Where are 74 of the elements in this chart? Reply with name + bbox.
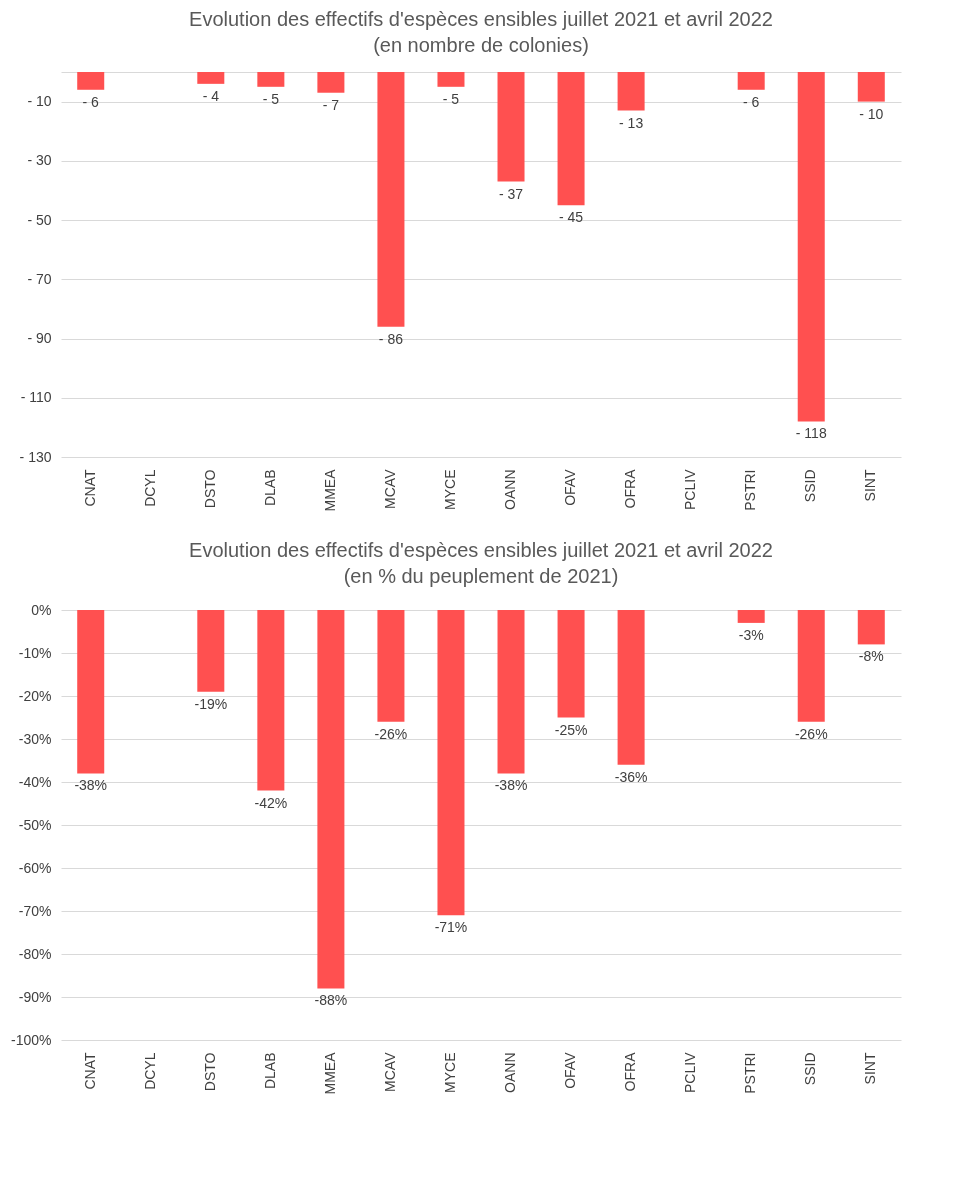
data-label: - 5 (442, 90, 460, 107)
x-tick-label: PCLIV (682, 468, 699, 510)
x-tick-label: MCAV (381, 1051, 398, 1092)
data-label: - 4 (202, 87, 220, 104)
x-tick-label: DLAB (261, 469, 278, 507)
x-tick-label: SINT (862, 469, 879, 502)
data-label: - 7 (322, 96, 340, 113)
x-tick-label: DCYL (141, 469, 158, 507)
x-tick-label: MMEA (321, 1051, 338, 1095)
data-label: -26% (374, 725, 408, 742)
chart-title: Evolution des effectifs d'espèces ensibles juillet 2021 et avril 2022 (189, 539, 773, 561)
data-label: -8% (858, 648, 884, 665)
x-tick-label: DLAB (261, 1052, 278, 1090)
data-label: -42% (254, 794, 288, 811)
y-tick-label: - 130 (19, 448, 52, 465)
chart-title: Evolution des effectifs d'espèces ensibles juillet 2021 et avril 2022 (189, 8, 773, 30)
data-label: - 86 (378, 330, 404, 347)
x-tick-label: OFRA (622, 1051, 639, 1092)
data-label: -19% (194, 695, 228, 712)
x-tick-label: SSID (802, 1052, 819, 1086)
y-tick-label: 0% (31, 601, 52, 618)
chart-subtitle: (en % du peuplement de 2021) (343, 565, 619, 587)
data-label: -3% (738, 626, 764, 643)
x-tick-label: OFRA (622, 468, 639, 509)
data-label: -25% (554, 721, 588, 738)
data-label: -71% (434, 919, 468, 936)
x-tick-label: OFAV (562, 468, 579, 506)
y-tick-label: -80% (18, 945, 52, 962)
data-label: -38% (74, 777, 108, 794)
x-tick-label: SINT (862, 1052, 879, 1085)
data-label: - 6 (82, 93, 100, 110)
data-label: - 10 (859, 105, 884, 122)
y-tick-label: -10% (18, 644, 52, 661)
x-tick-label: OFAV (562, 1051, 579, 1089)
data-label: - 118 (795, 425, 827, 442)
x-tick-label: CNAT (81, 469, 98, 507)
data-label: - 13 (619, 114, 644, 131)
x-tick-label: DSTO (201, 469, 218, 509)
y-tick-label: -50% (18, 816, 52, 833)
x-tick-label: PCLIV (682, 1051, 699, 1093)
data-label: -36% (614, 768, 648, 785)
x-tick-label: MYCE (441, 1052, 458, 1093)
x-tick-label: MMEA (321, 468, 338, 512)
x-tick-label: DCYL (141, 1052, 158, 1090)
y-tick-label: - 30 (27, 152, 52, 169)
y-tick-label: -70% (18, 902, 52, 919)
data-label: - 5 (262, 90, 280, 107)
data-label: -26% (794, 725, 828, 742)
y-tick-label: - 110 (20, 389, 52, 406)
x-tick-label: DSTO (201, 1052, 218, 1092)
x-tick-label: PSTRI (742, 1052, 759, 1094)
y-tick-label: -100% (11, 1031, 52, 1048)
x-tick-label: OANN (502, 1052, 519, 1093)
data-label: -38% (494, 777, 528, 794)
data-label: - 6 (743, 93, 760, 110)
y-tick-label: -60% (18, 859, 52, 876)
x-tick-label: PSTRI (742, 469, 759, 511)
y-tick-label: -40% (18, 773, 52, 790)
y-tick-label: - 90 (27, 330, 52, 347)
x-tick-label: OANN (502, 469, 519, 510)
y-tick-label: - 10 (27, 93, 52, 110)
chart-subtitle: (en nombre de colonies) (373, 34, 589, 56)
x-tick-label: CNAT (81, 1052, 98, 1090)
y-tick-label: - 70 (27, 270, 52, 287)
x-tick-label: SSID (802, 469, 819, 503)
data-label: -88% (314, 992, 348, 1009)
y-tick-label: -90% (18, 988, 52, 1005)
data-label: - 37 (498, 185, 524, 202)
data-label: - 45 (559, 209, 584, 226)
y-tick-label: - 50 (27, 211, 52, 228)
y-tick-label: -30% (18, 730, 52, 747)
y-tick-label: -20% (18, 687, 52, 704)
x-tick-label: MCAV (381, 468, 398, 509)
x-tick-label: MYCE (441, 469, 458, 510)
